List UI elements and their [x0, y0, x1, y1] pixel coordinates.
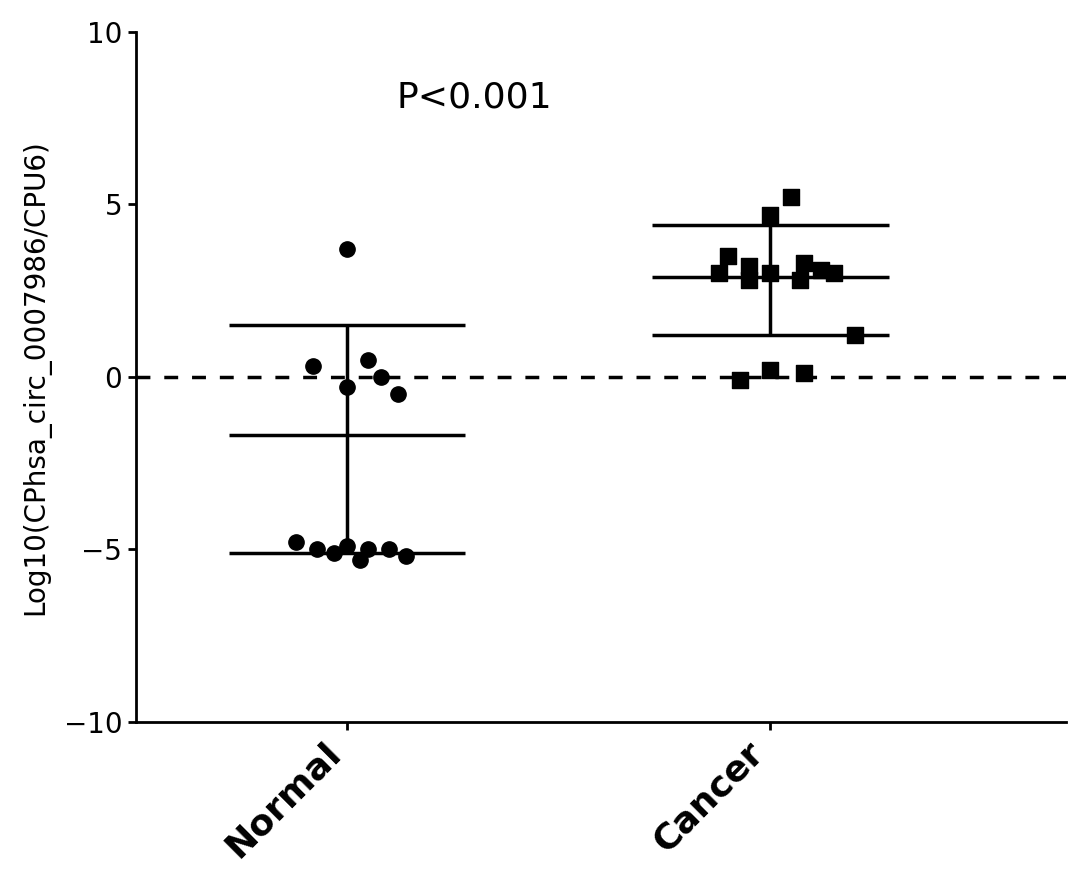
Y-axis label: Log10(CPhsa_circ_0007986/CPU6): Log10(CPhsa_circ_0007986/CPU6) [21, 139, 50, 614]
Point [740, 259, 758, 273]
Text: P<0.001: P<0.001 [396, 80, 552, 114]
Point [372, 370, 389, 384]
Point [398, 549, 415, 563]
Point [812, 263, 829, 277]
Point [288, 536, 305, 550]
Point [380, 542, 398, 556]
Point [711, 266, 728, 280]
Point [846, 328, 863, 342]
Point [720, 249, 737, 263]
Point [732, 373, 749, 387]
Point [825, 266, 842, 280]
Point [304, 360, 322, 374]
Point [338, 380, 355, 394]
Point [740, 273, 758, 287]
Point [761, 266, 778, 280]
Point [338, 242, 355, 256]
Point [338, 538, 355, 552]
Point [360, 353, 377, 367]
Point [351, 552, 368, 567]
Point [326, 545, 343, 560]
Point [796, 366, 813, 380]
Point [796, 255, 813, 270]
Point [389, 387, 407, 401]
Point [761, 208, 778, 222]
Point [309, 542, 326, 556]
Point [783, 190, 800, 204]
Point [360, 542, 377, 556]
Point [791, 273, 809, 287]
Point [761, 362, 778, 377]
